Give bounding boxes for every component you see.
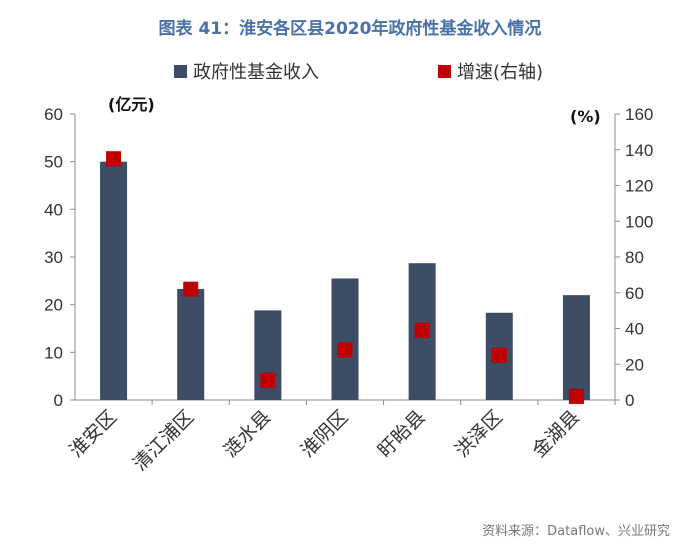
right-tick-label: 20	[625, 355, 644, 374]
legend-swatch-bar	[174, 65, 187, 78]
legend-label-marker: 增速(右轴)	[457, 62, 543, 83]
right-tick-label: 0	[625, 391, 634, 410]
x-tick-label: 清江浦区	[129, 406, 198, 475]
left-tick-label: 40	[44, 200, 63, 219]
left-tick-label: 20	[44, 296, 63, 315]
left-tick-label: 10	[44, 343, 63, 362]
left-tick-label: 50	[44, 153, 63, 172]
growth-marker-淮安区	[106, 151, 122, 167]
right-tick-label: 40	[625, 320, 644, 339]
growth-marker-淮阴区	[337, 342, 353, 358]
x-tick-label: 金湖县	[528, 406, 584, 462]
bar-金湖县	[562, 295, 590, 400]
right-tick-label: 100	[625, 212, 653, 231]
right-tick-label: 60	[625, 284, 644, 303]
x-tick-label: 洪泽区	[451, 406, 507, 462]
x-tick-label: 淮阴区	[297, 406, 353, 462]
left-axis-unit: (亿元)	[108, 95, 155, 114]
right-tick-label: 120	[625, 177, 653, 196]
growth-marker-盱眙县	[414, 322, 430, 338]
left-tick-label: 30	[44, 248, 63, 267]
right-tick-label: 160	[625, 105, 653, 124]
right-tick-label: 80	[625, 248, 644, 267]
markers-group	[106, 151, 584, 404]
growth-marker-洪泽区	[491, 347, 507, 363]
left-tick-label: 60	[44, 105, 63, 124]
bar-淮阴区	[331, 278, 359, 400]
growth-marker-涟水县	[260, 372, 276, 388]
legend-group: 政府性基金收入 增速(右轴)	[174, 62, 543, 83]
growth-marker-金湖县	[568, 388, 584, 404]
source-note: 资料来源：Dataflow、兴业研究	[482, 524, 670, 539]
x-tick-label: 盱眙县	[374, 406, 430, 462]
legend-label-bar: 政府性基金收入	[193, 62, 319, 83]
x-tick-label: 淮安区	[65, 406, 121, 462]
bars-group	[100, 161, 590, 400]
x-tick-label: 涟水县	[220, 406, 276, 462]
left-tick-label: 0	[54, 391, 63, 410]
chart-title: 图表 41：淮安各区县2020年政府性基金收入情况	[158, 19, 542, 39]
legend-swatch-marker	[438, 65, 451, 78]
bar-淮安区	[100, 161, 128, 400]
right-tick-label: 140	[625, 141, 653, 160]
bar-清江浦区	[177, 288, 205, 400]
right-axis-unit: (%)	[570, 107, 601, 126]
growth-marker-清江浦区	[183, 281, 199, 297]
